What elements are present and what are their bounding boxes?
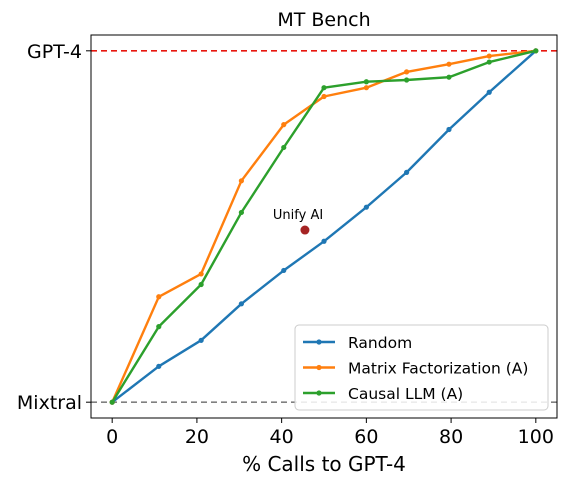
data-point-matrix-factorization-a bbox=[321, 93, 327, 100]
legend-swatch-marker bbox=[316, 364, 322, 371]
legend-swatch-marker bbox=[316, 390, 322, 396]
data-point-causal-llm-a bbox=[198, 281, 204, 288]
data-point-causal-llm-a bbox=[109, 399, 115, 405]
data-point-matrix-factorization-a bbox=[238, 178, 244, 184]
data-point-random bbox=[198, 337, 204, 343]
data-point-random bbox=[404, 169, 410, 175]
data-point-causal-llm-a bbox=[363, 79, 369, 85]
x-tick-label: 20 bbox=[185, 426, 209, 448]
data-point-random bbox=[238, 301, 244, 307]
data-point-causal-llm-a bbox=[156, 324, 162, 330]
data-point-causal-llm-a bbox=[238, 209, 244, 216]
data-point-random bbox=[446, 126, 452, 133]
data-point-matrix-factorization-a bbox=[404, 69, 410, 75]
legend[interactable]: Random Matrix Factorization (A) Causal LLM… bbox=[294, 324, 549, 411]
y-axis: Mixtral GPT-4 bbox=[17, 41, 91, 414]
y-tick-label: Mixtral bbox=[17, 392, 82, 414]
legend-entry: Random bbox=[348, 334, 412, 352]
data-point-matrix-factorization-a bbox=[281, 122, 287, 128]
data-point-causal-llm-a bbox=[486, 59, 492, 65]
data-point-matrix-factorization-a bbox=[446, 61, 452, 67]
data-point-random bbox=[321, 238, 327, 244]
x-tick-label: 80 bbox=[439, 426, 463, 448]
x-tick-label: 40 bbox=[270, 426, 294, 448]
plot-frame bbox=[90, 34, 558, 419]
data-point-causal-llm-a bbox=[321, 85, 327, 91]
x-axis: 0 20 40 60 80 100 bbox=[106, 418, 554, 448]
x-tick-label: 100 bbox=[518, 426, 554, 448]
data-point-matrix-factorization-a bbox=[363, 85, 369, 91]
annotation-point bbox=[300, 225, 310, 235]
chart-title: MT Bench bbox=[277, 9, 370, 31]
data-point-causal-llm-a bbox=[281, 144, 287, 151]
data-point-random bbox=[486, 89, 492, 95]
legend-entry: Causal LLM (A) bbox=[348, 385, 463, 403]
legend-box bbox=[294, 324, 549, 411]
data-point-random bbox=[363, 204, 369, 210]
legend-swatch-marker bbox=[316, 339, 322, 345]
x-axis-label: % Calls to GPT-4 bbox=[242, 452, 406, 476]
x-tick-label: 60 bbox=[354, 426, 378, 448]
annotation-label: Unify AI bbox=[273, 208, 323, 223]
data-point-random bbox=[156, 363, 162, 369]
data-point-matrix-factorization-a bbox=[198, 271, 204, 277]
series-layer bbox=[109, 48, 539, 405]
legend-entry: Matrix Factorization (A) bbox=[348, 360, 528, 378]
data-point-matrix-factorization-a bbox=[156, 294, 162, 300]
annotation-layer: Unify AI bbox=[273, 208, 323, 235]
x-tick-label: 0 bbox=[106, 426, 118, 448]
data-point-causal-llm-a bbox=[533, 48, 539, 54]
data-point-random bbox=[281, 267, 287, 274]
y-tick-label: GPT-4 bbox=[27, 41, 82, 63]
data-point-causal-llm-a bbox=[404, 77, 410, 83]
data-point-matrix-factorization-a bbox=[486, 53, 492, 59]
data-point-causal-llm-a bbox=[446, 74, 452, 80]
